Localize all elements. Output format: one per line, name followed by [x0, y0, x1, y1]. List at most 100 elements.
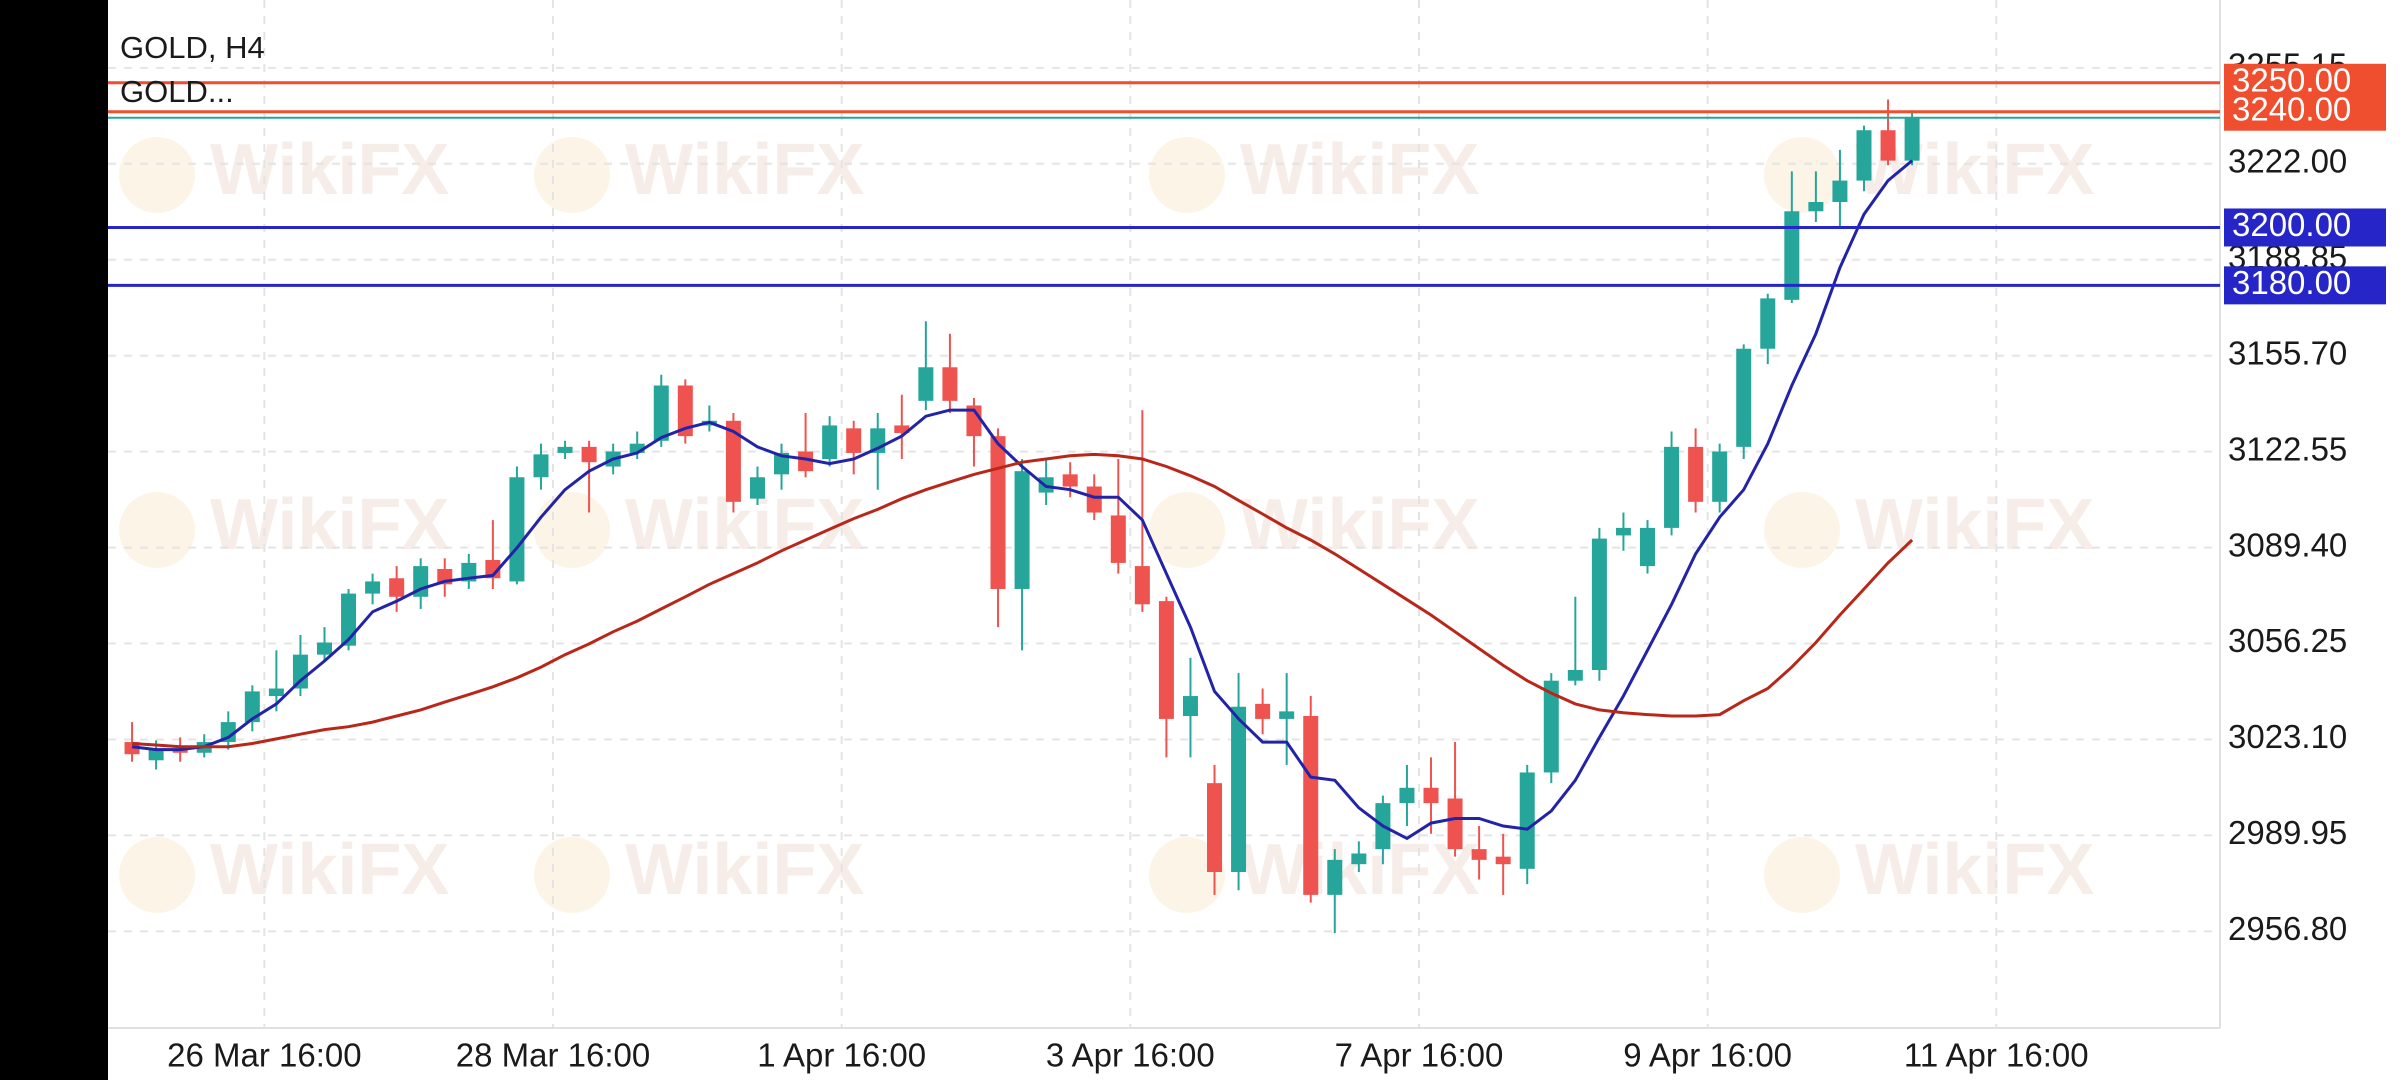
watermark: WikiFX	[625, 130, 864, 210]
candle-body	[677, 385, 693, 437]
chart-title: GOLD, H4	[120, 30, 265, 65]
candle-body	[292, 654, 308, 689]
candle-body	[1279, 711, 1295, 719]
watermark: WikiFX	[625, 485, 864, 565]
candle-body	[172, 749, 188, 753]
candle-body	[316, 642, 332, 655]
watermark-logo	[1149, 492, 1225, 568]
candle-body	[244, 691, 260, 723]
watermark-logo	[534, 837, 610, 913]
candle-body	[1086, 486, 1102, 513]
candle-body	[1062, 474, 1078, 487]
x-tick-label: 7 Apr 16:00	[1335, 1037, 1504, 1074]
level-label: 3200.00	[2232, 206, 2351, 243]
moving-average	[131, 159, 1914, 841]
candle-body	[1880, 130, 1896, 161]
y-tick-label: 2956.80	[2228, 910, 2347, 947]
candle-body	[268, 688, 284, 697]
watermark-logo	[119, 837, 195, 913]
y-tick-label: 2989.95	[2228, 814, 2347, 851]
x-tick-label: 9 Apr 16:00	[1623, 1037, 1792, 1074]
candle-body	[1399, 787, 1415, 804]
candle-body	[1856, 130, 1872, 181]
candle-body	[1712, 451, 1728, 502]
watermark: WikiFX	[1855, 830, 2094, 910]
watermark: WikiFX	[1240, 485, 1479, 565]
candle-body	[894, 425, 910, 433]
watermark-logo	[534, 492, 610, 568]
candle-body	[1495, 856, 1511, 865]
candle-body	[1808, 202, 1824, 212]
candle-body	[1784, 211, 1800, 300]
candle-body	[1471, 849, 1487, 860]
candle-body	[1134, 566, 1150, 605]
candle-body	[1688, 446, 1704, 502]
x-tick-label: 1 Apr 16:00	[757, 1037, 926, 1074]
candle-body	[798, 451, 814, 472]
y-tick-label: 3155.70	[2228, 334, 2347, 371]
candle-body	[220, 722, 236, 743]
candle-body	[774, 452, 790, 475]
watermark: WikiFX	[1855, 485, 2094, 565]
x-tick-label: 11 Apr 16:00	[1904, 1037, 2089, 1074]
watermark-logo	[119, 137, 195, 213]
watermark-logo	[1764, 837, 1840, 913]
y-tick-label: 3056.25	[2228, 622, 2347, 659]
candle-body	[822, 425, 838, 460]
candle-body	[1255, 703, 1271, 719]
candle-body	[942, 367, 958, 401]
chart-subtitle: GOLD...	[120, 74, 234, 109]
candle-body	[581, 446, 597, 463]
candle-body	[148, 749, 164, 761]
x-tick-label: 3 Apr 16:00	[1046, 1037, 1215, 1074]
watermark: WikiFX	[210, 485, 449, 565]
candle-body	[1639, 527, 1655, 567]
candle-body	[365, 581, 381, 594]
candle-body	[1447, 798, 1463, 850]
candle-body	[533, 454, 549, 478]
candle-body	[1543, 680, 1559, 773]
candle-body	[918, 367, 934, 401]
candle-body	[1832, 180, 1848, 203]
watermark: WikiFX	[210, 830, 449, 910]
x-tick-label: 28 Mar 16:00	[456, 1037, 650, 1074]
candle-body	[485, 560, 501, 579]
watermark-logo	[1149, 837, 1225, 913]
y-tick-label: 3222.00	[2228, 143, 2347, 180]
level-label: 3180.00	[2232, 264, 2351, 301]
candle-body	[1904, 117, 1920, 161]
candle-body	[1110, 515, 1126, 563]
candle-body	[1303, 716, 1319, 895]
candle-body	[389, 578, 405, 597]
level-label-box	[2224, 266, 2386, 305]
candle-body	[1231, 706, 1247, 873]
candle-body	[1014, 471, 1030, 589]
candle-body	[1207, 783, 1223, 873]
y-tick-label: 3122.55	[2228, 430, 2347, 467]
moving-average	[132, 452, 1914, 749]
candle-body	[1519, 772, 1535, 869]
level-label-box	[2224, 208, 2386, 247]
candle-body	[653, 385, 669, 441]
x-tick-label: 26 Mar 16:00	[167, 1037, 361, 1074]
candle-body	[1615, 527, 1631, 536]
watermark-logo	[119, 492, 195, 568]
level-label: 3250.00	[2232, 61, 2351, 98]
candle-body	[1423, 787, 1439, 804]
grid	[108, 0, 2221, 1029]
candle-body	[749, 477, 765, 499]
candle-body	[725, 420, 741, 502]
candle-body	[1158, 601, 1174, 719]
y-tick-label: 3023.10	[2228, 718, 2347, 755]
watermark-logo	[1764, 492, 1840, 568]
candle-body	[1182, 696, 1198, 717]
watermark: WikiFX	[210, 130, 449, 210]
candle-body	[509, 477, 525, 582]
watermark: WikiFX	[1240, 130, 1479, 210]
candle-body	[1327, 859, 1343, 895]
level-label: 3240.00	[2232, 90, 2351, 127]
candle-body	[1591, 538, 1607, 670]
watermark-logo	[1764, 137, 1840, 213]
